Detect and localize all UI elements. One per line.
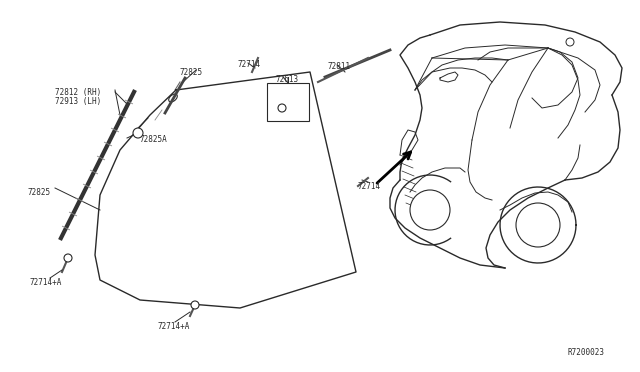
Text: 72825: 72825 xyxy=(179,68,202,77)
Circle shape xyxy=(410,190,450,230)
Text: 96327M: 96327M xyxy=(272,112,300,121)
Text: 72613: 72613 xyxy=(276,75,299,84)
Text: 72812 (RH): 72812 (RH) xyxy=(55,88,101,97)
Text: 72825: 72825 xyxy=(28,188,51,197)
Circle shape xyxy=(191,301,199,309)
Text: R7200023: R7200023 xyxy=(568,348,605,357)
Text: 72811: 72811 xyxy=(328,62,351,71)
Circle shape xyxy=(64,254,72,262)
Text: 72714: 72714 xyxy=(238,60,261,69)
Bar xyxy=(267,83,309,121)
Circle shape xyxy=(133,128,143,138)
Text: 72714: 72714 xyxy=(358,182,381,191)
Ellipse shape xyxy=(169,94,177,102)
Circle shape xyxy=(278,104,286,112)
Circle shape xyxy=(516,203,560,247)
Circle shape xyxy=(566,38,574,46)
Text: 72714+A: 72714+A xyxy=(30,278,62,287)
Text: 72714+A: 72714+A xyxy=(158,322,190,331)
Text: 72825A: 72825A xyxy=(140,135,168,144)
Text: 72913 (LH): 72913 (LH) xyxy=(55,97,101,106)
